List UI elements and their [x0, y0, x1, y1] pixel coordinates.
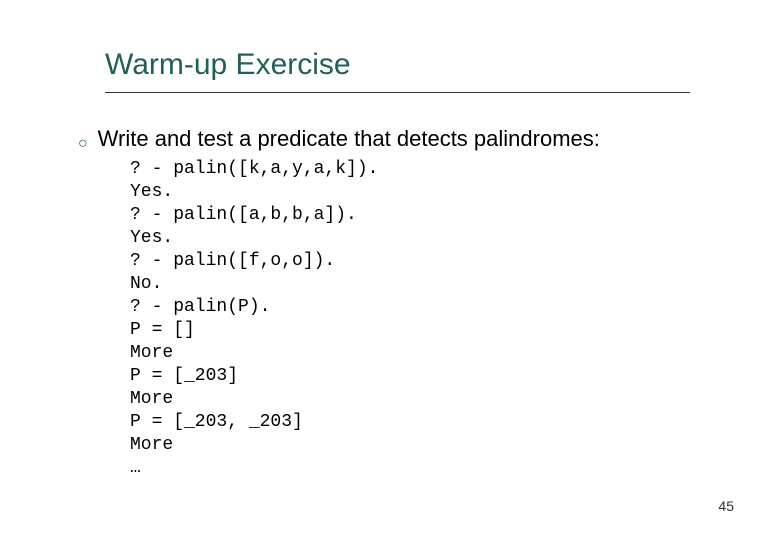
bullet-text: Write and test a predicate that detects …	[98, 126, 600, 152]
page-number: 45	[718, 498, 734, 514]
bullet-line: ○ Write and test a predicate that detect…	[78, 126, 720, 152]
code-block: ? - palin([k,a,y,a,k]). Yes. ? - palin([…	[130, 158, 378, 480]
slide-title: Warm-up Exercise	[105, 48, 351, 82]
slide: Warm-up Exercise ○ Write and test a pred…	[0, 0, 780, 540]
title-rule	[105, 92, 690, 93]
circle-bullet-icon: ○	[78, 136, 88, 152]
bullet-block: ○ Write and test a predicate that detect…	[78, 126, 720, 152]
